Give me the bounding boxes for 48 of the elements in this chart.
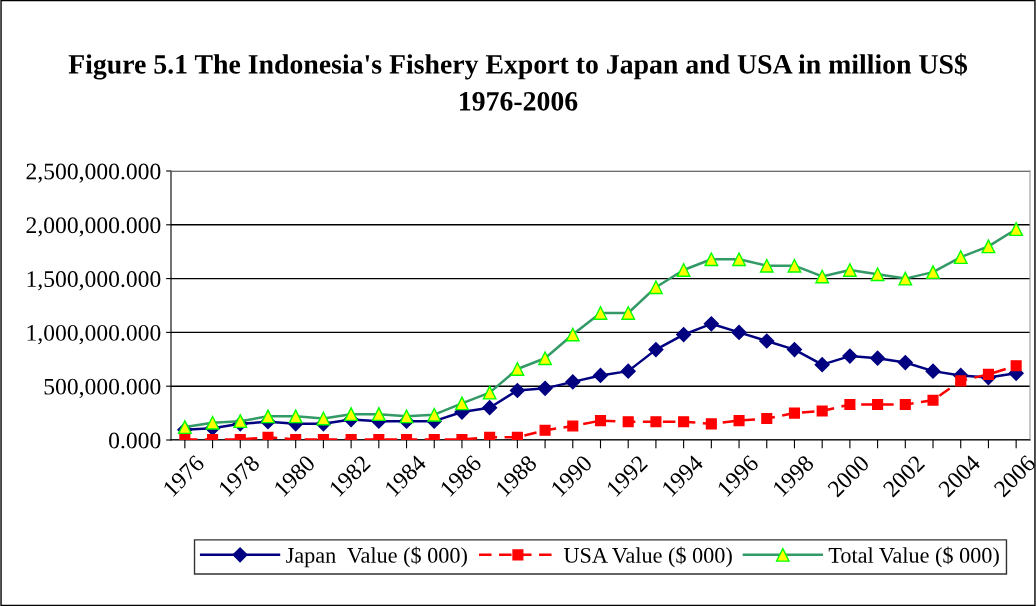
- point: [759, 333, 775, 349]
- point: [982, 368, 994, 380]
- y-tick-label: 0.000: [109, 432, 161, 449]
- point: [705, 418, 717, 430]
- legend-label: USA Value ($ 000): [563, 546, 732, 568]
- point: [703, 316, 719, 332]
- point: [788, 407, 801, 419]
- point: [565, 374, 581, 390]
- legend-label: Japan Value ($ 000): [286, 546, 467, 568]
- point: [897, 354, 913, 371]
- point: [844, 398, 856, 411]
- point: [262, 431, 274, 440]
- y-tick-label: 500,000.000: [44, 378, 161, 399]
- point: [482, 400, 498, 416]
- point: [509, 382, 525, 399]
- point: [484, 431, 496, 440]
- point: [733, 415, 745, 427]
- point: [676, 326, 692, 343]
- point: [511, 431, 523, 440]
- point: [620, 363, 636, 379]
- point: [872, 398, 884, 411]
- point: [678, 416, 690, 428]
- point: [899, 398, 911, 411]
- point: [761, 412, 773, 425]
- point: [539, 424, 551, 436]
- y-tick-label: 1,000,000.000: [27, 324, 161, 345]
- point: [648, 342, 664, 358]
- y-tick-label: 1,500,000.000: [27, 271, 161, 291]
- point: [567, 420, 579, 432]
- legend-label: Total Value ($ 000): [828, 546, 999, 568]
- y-tick-label: 2,000,000.000: [26, 217, 161, 237]
- point: [927, 394, 939, 406]
- point: [842, 348, 858, 364]
- point: [814, 357, 830, 373]
- point: [1010, 360, 1022, 372]
- point: [594, 415, 607, 427]
- point: [592, 367, 609, 384]
- y-tick-label: 2,500,000.000: [26, 163, 161, 183]
- point: [622, 416, 634, 428]
- point: [537, 380, 553, 396]
- point: [955, 375, 967, 387]
- point: [650, 416, 662, 428]
- point: [786, 342, 803, 358]
- point: [731, 324, 747, 340]
- chart-title: Figure 5.1 The Indonesia's Fishery Export to Japan and USA in million US$ 1976-2006: [68, 53, 968, 111]
- point: [870, 350, 886, 366]
- point: [925, 363, 941, 379]
- point: [816, 405, 828, 417]
